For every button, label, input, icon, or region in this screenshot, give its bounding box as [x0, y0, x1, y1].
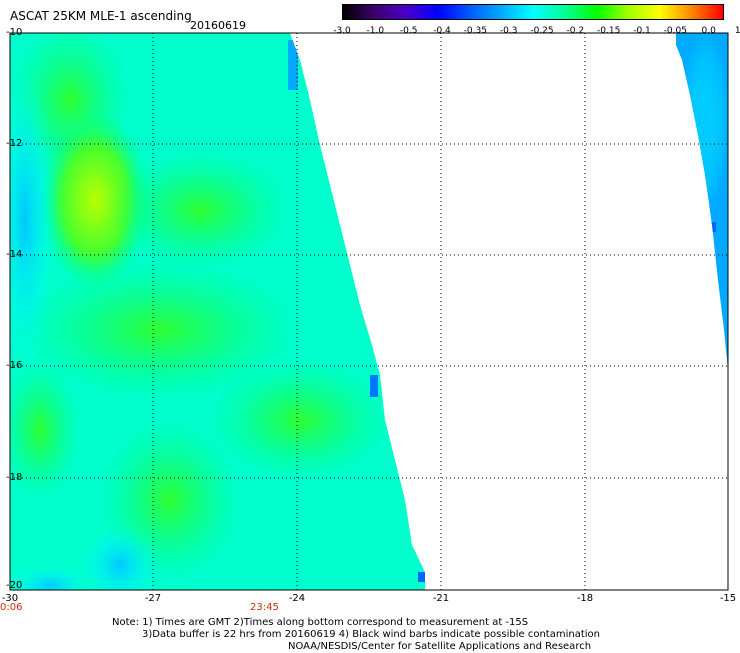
- grid-lines: [10, 33, 728, 590]
- colorbar-tick-label: 1.0: [734, 26, 740, 36]
- colorbar-tick-label: 0.0: [701, 26, 716, 36]
- colorbar-tick-label: -0.4: [433, 26, 451, 36]
- colorbar-tick-label: -0.25: [530, 26, 554, 36]
- time-label: 23:45: [250, 602, 279, 613]
- colorbar-tick-label: -1.0: [366, 26, 385, 36]
- x-label: -24: [288, 593, 306, 604]
- y-label: -12: [6, 138, 23, 149]
- colorbar-tick-label: -0.15: [597, 26, 621, 36]
- colorbar: [342, 4, 724, 20]
- x-label: -21: [432, 593, 450, 604]
- note-line-2: 3)Data buffer is 22 hrs from 20160619 4)…: [142, 629, 600, 640]
- swath-west: [10, 33, 425, 590]
- note-line-1: Note: 1) Times are GMT 2)Times along bot…: [112, 617, 529, 628]
- colorbar-tick-label: -0.1: [633, 26, 651, 36]
- swath-east: [676, 33, 728, 370]
- y-label: -20: [6, 580, 23, 591]
- colorbar-tick-label: -3.0: [333, 26, 351, 36]
- y-label: -16: [6, 360, 23, 371]
- time-label: 0:06: [0, 602, 23, 613]
- colorbar-tick-label: -0.3: [499, 26, 518, 36]
- x-label: -15: [719, 593, 737, 604]
- colorbar-tick-label: -0.35: [463, 26, 487, 36]
- chart-date: 20160619: [190, 19, 246, 32]
- colorbar-labels: -3.0 -1.0 -0.5 -0.4 -0.35 -0.3 -0.25 -0.2 -0.15 -…: [320, 26, 740, 38]
- colorbar-tick-label: -0.5: [399, 26, 418, 36]
- y-label: -14: [6, 249, 23, 260]
- y-label: -18: [6, 472, 23, 483]
- note-line-3: NOAA/NESDIS/Center for Satellite Applica…: [288, 641, 592, 652]
- chart-title: ASCAT 25KM MLE-1 ascending: [10, 9, 192, 23]
- colorbar-tick-label: -0.05: [663, 26, 687, 36]
- x-label: -30: [1, 593, 19, 604]
- colorbar-tick-label: -0.2: [566, 26, 585, 36]
- footnotes: Note: 1) Times are GMT 2)Times along bot…: [112, 617, 600, 653]
- x-label: -18: [576, 593, 594, 604]
- x-label: -27: [144, 593, 162, 604]
- y-label: -10: [6, 27, 23, 38]
